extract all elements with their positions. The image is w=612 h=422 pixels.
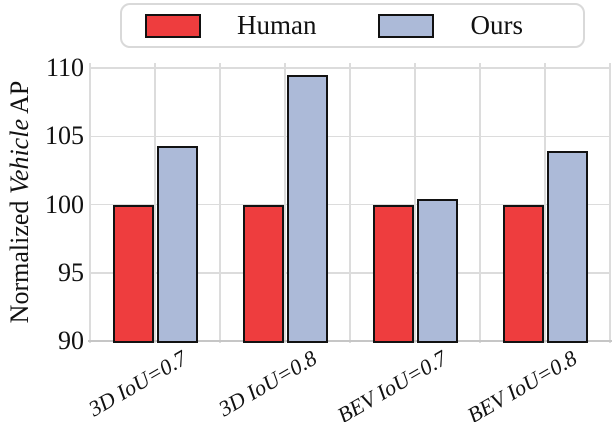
legend-swatch-ours: [378, 13, 435, 38]
gridline-horizontal: [90, 272, 610, 274]
gridline-vertical: [349, 63, 351, 343]
bar-ours-2: [417, 199, 458, 343]
legend-label-human: Human: [237, 10, 317, 40]
y-tick-label: 110: [45, 53, 84, 82]
gridline-vertical: [154, 63, 156, 343]
gridline-vertical: [219, 63, 221, 343]
gridline-vertical: [609, 63, 611, 343]
legend-item-ours: Ours: [378, 12, 523, 39]
gridline-horizontal: [90, 203, 610, 206]
gridline-vertical: [284, 63, 286, 343]
x-axis-line: [88, 339, 612, 343]
y-tick-label: 105: [45, 121, 84, 151]
legend-label-ours: Ours: [470, 10, 523, 40]
y-axis-title-suffix: AP: [5, 80, 34, 119]
y-tick-label: 95: [58, 257, 84, 287]
bar-ours-0: [157, 145, 198, 343]
gridline-vertical: [89, 63, 91, 343]
x-tick-label: BEV IoU=0.7: [332, 345, 451, 422]
gridline-vertical: [414, 63, 416, 343]
gridline-vertical: [479, 63, 481, 343]
legend-item-human: Human: [145, 12, 316, 39]
bar-human-2: [373, 204, 414, 343]
gridline-horizontal: [90, 67, 610, 69]
x-tick-label: 3D IoU=0.7: [84, 345, 191, 422]
gridline-horizontal: [90, 135, 610, 137]
legend: Human Ours: [120, 3, 585, 48]
x-tick-label: BEV IoU=0.8: [462, 345, 581, 422]
bar-human-1: [243, 204, 284, 343]
bar-human-0: [113, 204, 154, 343]
gridline-vertical: [544, 63, 546, 343]
bar-ours-3: [547, 151, 588, 343]
x-tick-label: 3D IoU=0.8: [214, 345, 321, 422]
bar-human-3: [503, 204, 544, 343]
bar-ours-1: [287, 74, 328, 343]
y-tick-label: 100: [45, 189, 84, 219]
legend-swatch-human: [145, 13, 201, 38]
y-tick-label: 90: [58, 326, 84, 355]
